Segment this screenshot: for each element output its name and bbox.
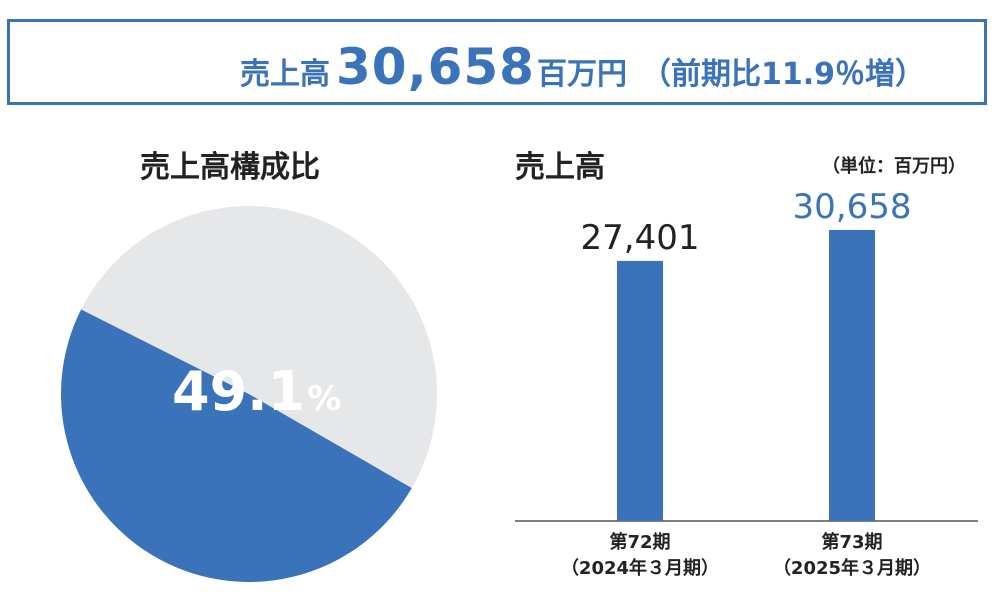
category-label-2-line-1: 第73期	[821, 531, 882, 553]
pie-chart	[61, 205, 438, 582]
bar-2	[829, 230, 875, 521]
pie-slice-label: 49.1 %	[172, 360, 341, 423]
bar-value-label-1: 27,401	[581, 218, 700, 258]
headline-comparison: （前期比11.9％増）	[640, 57, 925, 92]
headline-label: 売上高	[240, 57, 330, 92]
headline-unit: 百万円	[536, 57, 627, 92]
pie-slice-value: 49.1	[172, 360, 306, 423]
bar-1	[617, 260, 663, 521]
bar-chart-title: 売上高	[515, 150, 605, 185]
pie-slice-2	[81, 205, 438, 489]
headline-value: 30,658	[336, 38, 535, 96]
category-label-2-line-2: （2025年３月期）	[773, 557, 931, 579]
headline-banner: 売上高 30,658 百万円 （前期比11.9％増）	[7, 19, 987, 105]
pie-slice-1	[61, 309, 412, 582]
category-label-1-line-2: （2024年３月期）	[561, 557, 719, 579]
pie-slice-percent-sign: %	[307, 379, 342, 419]
bar-value-label-2: 30,658	[793, 187, 912, 227]
unit-note: （単位：百万円）	[822, 156, 966, 177]
headline-text: 売上高 30,658 百万円 （前期比11.9％増）	[240, 22, 925, 102]
category-label-1-line-1: 第72期	[609, 531, 670, 553]
pie-chart-title: 売上高構成比	[140, 150, 320, 185]
